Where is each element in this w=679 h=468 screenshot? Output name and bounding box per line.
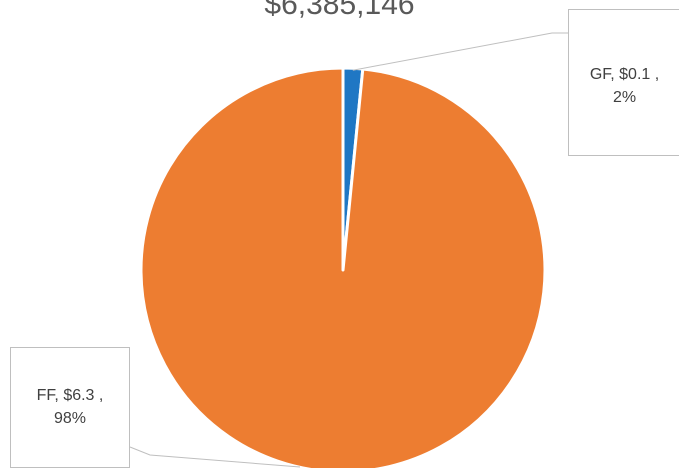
pie-slices bbox=[139, 66, 547, 468]
leader-line-ff bbox=[129, 446, 301, 468]
data-label-gf-percent: 2% bbox=[612, 89, 637, 106]
data-label-gf: GF, $0.1 , 2% bbox=[568, 9, 679, 156]
data-label-ff-value: $6.3 bbox=[63, 387, 95, 404]
data-label-ff-name: FF bbox=[36, 387, 55, 404]
leader-line-gf bbox=[352, 32, 568, 71]
pie-slice-ff bbox=[139, 66, 547, 468]
data-label-ff-percent: 98% bbox=[53, 410, 87, 427]
chart-title: $6,385,146 bbox=[264, 0, 415, 21]
leader-lines bbox=[129, 32, 568, 468]
data-label-gf-value: $0.1 bbox=[619, 66, 651, 83]
data-label-ff: FF, $6.3 , 98% bbox=[10, 347, 130, 468]
data-label-gf-name: GF bbox=[589, 66, 611, 83]
